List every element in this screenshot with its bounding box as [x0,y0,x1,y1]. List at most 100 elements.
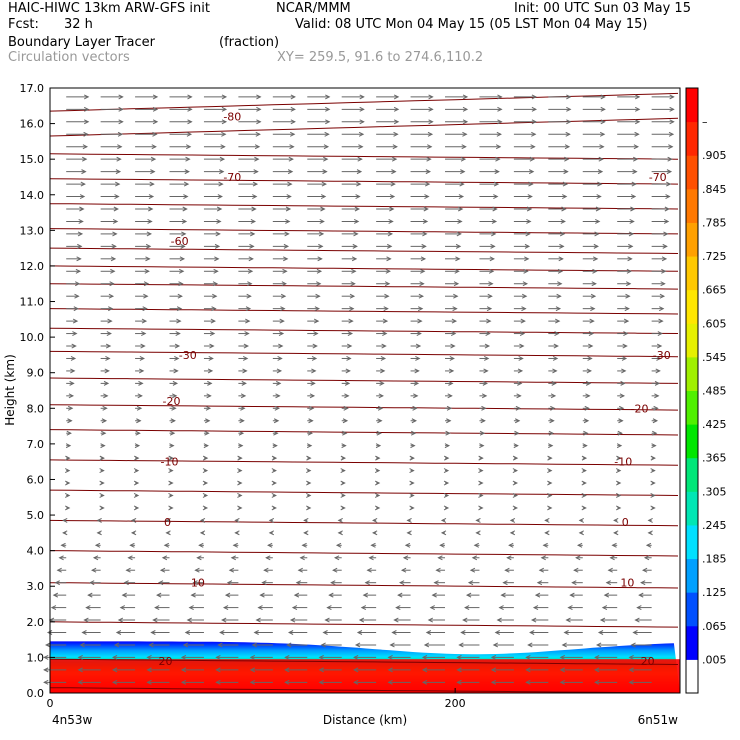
contour-label: -30 [653,349,671,362]
wind-vector-head [615,468,622,474]
wind-vector-head [563,630,569,635]
wind-vector-head [585,393,591,399]
wind-vector-head [168,480,174,486]
wind-vector-head [446,418,452,424]
colorbar-swatch [686,524,698,560]
wind-vector-head [268,517,275,523]
wind-vector-head [345,368,351,374]
wind-vector-head [316,268,323,274]
wind-vector-head [562,194,568,199]
colorbar-label: .905 [702,149,727,162]
wind-vector-head [444,443,451,449]
wind-vector-head [393,119,400,125]
wind-vector-head [299,555,305,561]
wind-vector-head [497,94,503,100]
wind-vector-head [428,119,434,125]
wind-vector-head [525,667,531,673]
wind-vector-head [654,380,661,386]
wind-vector-head [518,356,524,361]
wind-vector-head [482,380,488,386]
wind-vector-head [325,94,331,100]
wind-vector-head [156,592,162,598]
wind-vector-head [664,206,670,212]
wind-vector-head [324,131,330,137]
wind-vector-head [547,455,553,461]
wind-vector-head [303,517,309,523]
wind-vector-head [566,119,572,125]
wind-vector-head [249,243,255,249]
wind-vector-head [257,605,263,611]
wind-vector-head [406,530,412,536]
contour-labels: -80 -70 -70 -60 -30 -30 -20 -20 -10 -10 0 0 10 10 20 20 [158,110,671,667]
wind-vector-head [440,530,447,536]
wind-vector-head [668,144,674,150]
wind-vector-head [460,156,467,162]
wind-vector-head [314,306,320,312]
wind-vector-head [188,605,194,611]
wind-vector-head [277,356,283,361]
wind-vector-head [346,343,353,349]
y-tick-label: 11.0 [20,296,45,309]
wind-vector-head [661,268,667,274]
wind-vector-head [374,480,381,486]
wind-vector-head [308,418,314,424]
wind-vector-head [459,181,465,187]
wind-vector-head [333,555,340,561]
wind-vector-head [183,194,189,199]
wind-vector-head [628,231,635,237]
wind-vector-head [112,219,119,224]
wind-vector-head [219,630,225,635]
wind-vector-head [592,268,598,274]
wind-vector-head [185,156,191,162]
wind-vector-head [221,94,228,100]
wind-vector-head [237,455,243,461]
wind-vector-head [647,530,653,536]
wind-vector-head [320,642,326,648]
wind-vector-head [464,605,470,611]
wind-vector-head [578,517,584,523]
wind-vector-head [310,380,316,386]
wind-vector-head [443,505,450,511]
wind-vector-head [551,380,557,386]
wind-vector-head [353,667,359,673]
wind-vector-head [174,356,180,361]
wind-vector-head [415,356,421,361]
wind-vector-head [458,194,465,199]
wind-vector-head [115,169,122,175]
wind-vector-head [399,580,405,586]
wind-vector-head [668,131,675,137]
wind-vector-head [360,605,367,611]
wind-vector-head [475,517,481,523]
wind-vector-head [352,243,358,249]
colorbar-label: .425 [702,418,727,431]
wind-vector-head [617,430,623,436]
wind-vector-head [249,654,256,660]
wind-vector-head [284,654,290,660]
wind-vector-head [650,455,656,461]
colorbar-label: .545 [702,351,727,364]
wind-vector-head [586,368,592,374]
y-tick-label: 2.0 [27,616,45,629]
wind-vector-head [389,206,395,212]
wind-vector-head [349,293,356,299]
wind-vector-head [645,542,652,548]
contour-line [49,404,679,411]
wind-vector-head [146,231,152,237]
wind-vector-head [177,293,183,299]
wind-vector-head [548,443,554,449]
wind-vector-head [527,642,533,648]
wind-vector-head [669,119,675,125]
wind-vector-head [210,318,216,324]
wind-vector-head [290,119,296,125]
wind-vector-head [659,293,666,299]
wind-vector-head [271,480,277,486]
wind-vector-head [587,356,593,361]
wind-vector-head [428,94,434,100]
wind-vector-head [221,106,228,112]
wind-vector-head [145,256,151,262]
y-tick-label: 3.0 [27,580,45,593]
wind-vector-head [665,194,671,199]
wind-vector-head [107,318,113,324]
wind-vector-head [412,405,418,411]
wind-vector-head [99,455,105,461]
